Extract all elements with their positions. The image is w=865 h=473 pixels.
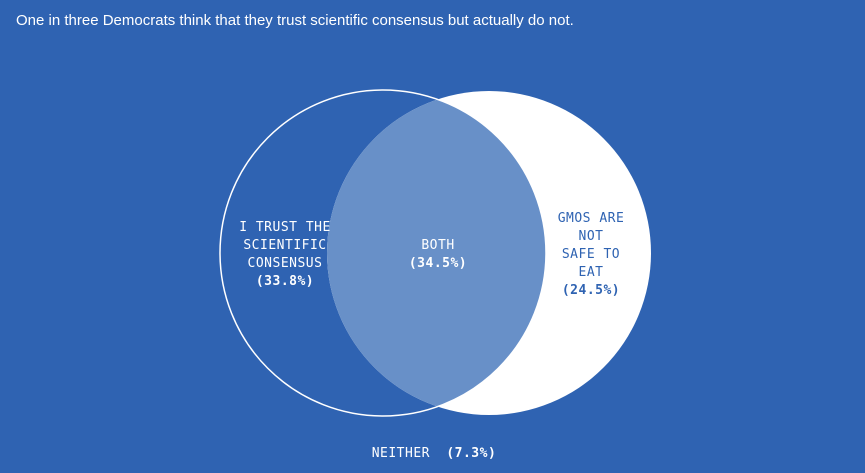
left-set-circle (219, 89, 547, 417)
right-set-value: (24.5%) (562, 283, 620, 298)
left-set-label-line-1: I TRUST THE (239, 220, 331, 235)
neither-label-text: NEITHER (372, 446, 430, 461)
right-set-label-line-2: NOT (579, 229, 604, 244)
both-label: BOTH (421, 238, 454, 253)
right-set-label-line-3: SAFE TO (562, 247, 620, 262)
both-value: (34.5%) (409, 256, 467, 271)
neither-value: (7.3%) (446, 446, 496, 461)
left-set-label-line-2: SCIENTIFIC (243, 238, 326, 253)
neither-label: NEITHER (7.3%) (372, 446, 497, 461)
chart-title: One in three Democrats think that they t… (16, 12, 574, 29)
overlap-region (327, 91, 546, 415)
right-set-label-line-1: GMOS ARE (558, 211, 625, 226)
left-set-label-line-3: CONSENSUS (248, 256, 323, 271)
right-set-label-line-4: EAT (579, 265, 604, 280)
left-set-value: (33.8%) (256, 274, 314, 289)
